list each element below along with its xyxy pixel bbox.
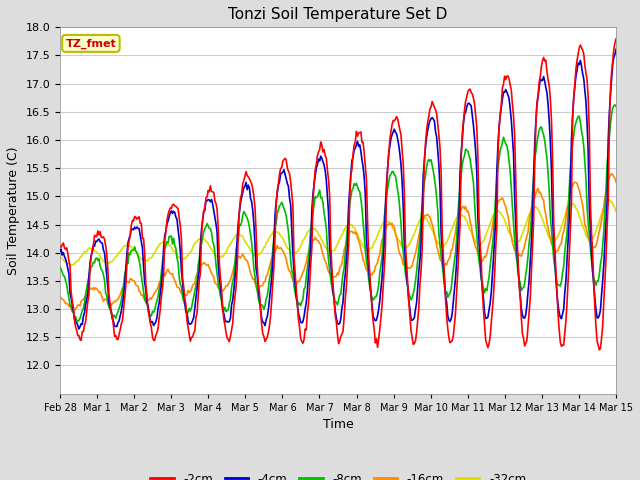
Y-axis label: Soil Temperature (C): Soil Temperature (C) <box>7 146 20 275</box>
X-axis label: Time: Time <box>323 418 353 431</box>
Legend: -2cm, -4cm, -8cm, -16cm, -32cm: -2cm, -4cm, -8cm, -16cm, -32cm <box>145 468 531 480</box>
Text: TZ_fmet: TZ_fmet <box>65 38 116 48</box>
Title: Tonzi Soil Temperature Set D: Tonzi Soil Temperature Set D <box>228 7 448 22</box>
